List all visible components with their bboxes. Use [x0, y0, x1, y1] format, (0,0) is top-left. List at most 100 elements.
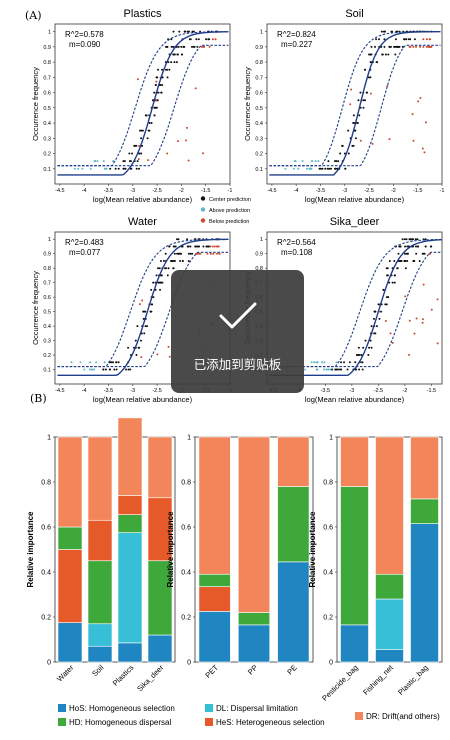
below-point: [422, 45, 425, 48]
center-point: [146, 325, 149, 328]
below-point: [200, 45, 203, 48]
y-tick-label: 0: [187, 660, 191, 667]
center-point: [369, 339, 372, 342]
below-point: [422, 38, 425, 41]
center-point: [152, 281, 155, 284]
center-point: [117, 167, 120, 170]
bar-segment: [277, 561, 310, 663]
center-point: [394, 38, 397, 41]
bar-segment: [237, 624, 271, 663]
y-tick-label: 0.8: [255, 266, 263, 272]
y-tick-label: 0.6: [43, 295, 51, 301]
center-point: [404, 245, 407, 248]
center-point: [405, 252, 408, 255]
below-point: [408, 319, 411, 322]
y-tick-label: 0.6: [323, 525, 333, 532]
bar-segment: [147, 634, 173, 663]
above-point: [95, 361, 98, 364]
center-point: [143, 332, 146, 335]
center-point: [358, 114, 361, 117]
center-point: [374, 332, 377, 335]
center-point: [373, 310, 376, 313]
below-point: [427, 45, 430, 48]
y-tick-label: 0.8: [181, 480, 191, 487]
bar-panel-3: 0 0.2 0.4 0.6 0.8 1 Relative importance Pestici…: [308, 435, 443, 703]
r2-label: R^2=0.564: [277, 238, 316, 247]
m-label: m=0.077: [69, 248, 101, 257]
center-point: [114, 167, 117, 170]
center-point: [115, 368, 118, 371]
below-point: [391, 341, 394, 344]
center-point: [391, 30, 394, 33]
below-point: [177, 140, 180, 143]
center-point: [358, 368, 361, 371]
below-point: [211, 245, 214, 248]
center-point: [330, 167, 333, 170]
center-point: [173, 252, 176, 255]
center-point: [157, 68, 160, 71]
bar-segment: [198, 586, 231, 612]
center-point: [361, 361, 364, 364]
center-point: [401, 45, 404, 48]
center-point: [129, 160, 132, 163]
center-point: [326, 167, 329, 170]
center-point: [198, 245, 201, 248]
center-point: [189, 252, 192, 255]
legend-label: DL: Dispersal limitation: [216, 704, 298, 713]
center-point: [368, 346, 371, 349]
below-point: [412, 45, 415, 48]
bar-segment: [198, 436, 231, 575]
below-point: [430, 308, 433, 311]
below-point: [436, 342, 439, 345]
x-tick-label: -3.5: [104, 388, 113, 394]
below-point: [140, 356, 143, 359]
bar-segment: [340, 436, 369, 487]
center-point: [155, 106, 158, 109]
center-point: [161, 83, 164, 86]
category-label: Plastics: [111, 663, 136, 688]
bar-segment: [198, 611, 231, 663]
center-point: [194, 245, 197, 248]
lower-ci-line: [57, 44, 229, 167]
center-point: [173, 61, 176, 64]
y-axis-label: Occurrence frequency: [31, 271, 40, 345]
x-tick-label: -3: [130, 388, 135, 394]
center-point: [400, 259, 403, 262]
center-point: [334, 167, 337, 170]
fit-line: [57, 238, 229, 376]
panel-a-label: (A): [25, 9, 42, 22]
bar-segment: [410, 498, 439, 524]
center-point: [403, 238, 406, 241]
center-point: [378, 38, 381, 41]
legend-marker: [200, 218, 206, 223]
below-point: [213, 245, 216, 248]
category-label: Soil: [90, 663, 105, 678]
center-point: [197, 38, 200, 41]
center-point: [177, 45, 180, 48]
plot-frame: [54, 23, 231, 185]
x-axis-label: log(Mean relative abundance): [93, 195, 193, 204]
center-point: [187, 245, 190, 248]
below-point: [194, 87, 197, 90]
x-tick-label: -4: [294, 188, 299, 194]
center-point: [122, 167, 125, 170]
center-point: [370, 325, 373, 328]
center-point: [327, 160, 330, 163]
center-point: [364, 339, 367, 342]
x-tick-label: -3: [349, 388, 354, 394]
center-point: [170, 61, 173, 64]
center-point: [175, 61, 178, 64]
y-tick-label: 1: [48, 237, 51, 243]
below-point: [166, 152, 169, 155]
y-tick-label: 0.9: [255, 45, 263, 51]
above-point: [305, 167, 308, 170]
plot-frame: [54, 436, 176, 663]
legend-label: HeS: Heterogeneous selection: [216, 718, 325, 727]
center-point: [113, 368, 116, 371]
center-point: [394, 53, 397, 56]
x-tick-label: -2: [391, 188, 396, 194]
center-point: [148, 122, 151, 125]
bar-segment: [57, 622, 83, 663]
center-point: [361, 368, 364, 371]
above-point: [293, 160, 296, 163]
